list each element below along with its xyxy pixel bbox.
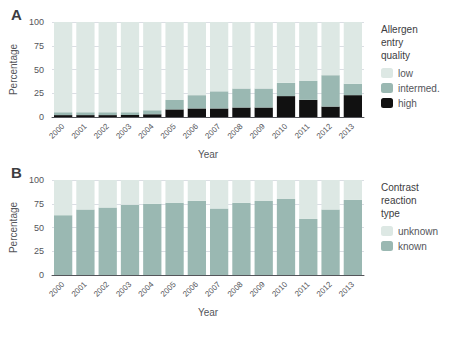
svg-text:low: low bbox=[398, 68, 414, 79]
svg-text:50: 50 bbox=[34, 223, 44, 233]
svg-text:Contrast: Contrast bbox=[381, 182, 419, 193]
svg-text:2003: 2003 bbox=[114, 279, 133, 298]
svg-text:2000: 2000 bbox=[47, 121, 66, 140]
svg-text:intermed.: intermed. bbox=[398, 83, 440, 94]
svg-text:2010: 2010 bbox=[270, 279, 289, 298]
svg-text:Percentage: Percentage bbox=[8, 43, 19, 95]
svg-text:2012: 2012 bbox=[315, 121, 334, 140]
svg-text:Year: Year bbox=[198, 307, 219, 318]
svg-text:Year: Year bbox=[198, 149, 219, 160]
svg-text:2009: 2009 bbox=[248, 121, 267, 140]
svg-text:50: 50 bbox=[34, 65, 44, 75]
svg-text:entry: entry bbox=[381, 37, 403, 48]
svg-text:2001: 2001 bbox=[70, 279, 89, 298]
svg-text:2006: 2006 bbox=[181, 279, 200, 298]
svg-text:2004: 2004 bbox=[137, 121, 156, 140]
svg-text:2008: 2008 bbox=[226, 279, 245, 298]
svg-text:Percentage: Percentage bbox=[8, 201, 19, 253]
svg-text:25: 25 bbox=[34, 88, 44, 98]
svg-text:2005: 2005 bbox=[159, 279, 178, 298]
svg-text:2006: 2006 bbox=[181, 121, 200, 140]
svg-text:2005: 2005 bbox=[159, 121, 178, 140]
svg-text:2007: 2007 bbox=[203, 121, 222, 140]
svg-text:2011: 2011 bbox=[293, 121, 312, 140]
svg-text:0: 0 bbox=[39, 112, 44, 122]
svg-text:known: known bbox=[398, 241, 427, 252]
svg-text:reaction: reaction bbox=[381, 195, 417, 206]
svg-text:high: high bbox=[398, 98, 417, 109]
svg-text:2013: 2013 bbox=[337, 279, 356, 298]
svg-text:2002: 2002 bbox=[92, 121, 111, 140]
svg-text:2008: 2008 bbox=[226, 121, 245, 140]
svg-text:2011: 2011 bbox=[293, 279, 312, 298]
svg-text:unknown: unknown bbox=[398, 226, 438, 237]
svg-text:75: 75 bbox=[34, 41, 44, 51]
svg-text:quality: quality bbox=[381, 50, 410, 61]
svg-text:2002: 2002 bbox=[92, 279, 111, 298]
svg-text:2012: 2012 bbox=[315, 279, 334, 298]
svg-text:type: type bbox=[381, 208, 400, 219]
svg-text:2009: 2009 bbox=[248, 279, 267, 298]
svg-text:100: 100 bbox=[29, 175, 44, 185]
svg-text:2010: 2010 bbox=[270, 121, 289, 140]
svg-text:2000: 2000 bbox=[47, 279, 66, 298]
svg-text:2007: 2007 bbox=[203, 279, 222, 298]
svg-text:Allergen: Allergen bbox=[381, 24, 418, 35]
svg-text:100: 100 bbox=[29, 17, 44, 27]
svg-text:2013: 2013 bbox=[337, 121, 356, 140]
svg-text:25: 25 bbox=[34, 246, 44, 256]
svg-text:2004: 2004 bbox=[137, 279, 156, 298]
svg-text:B: B bbox=[11, 164, 22, 181]
svg-text:A: A bbox=[11, 6, 22, 23]
svg-text:2001: 2001 bbox=[70, 121, 89, 140]
svg-text:75: 75 bbox=[34, 199, 44, 209]
svg-text:0: 0 bbox=[39, 270, 44, 280]
svg-text:2003: 2003 bbox=[114, 121, 133, 140]
